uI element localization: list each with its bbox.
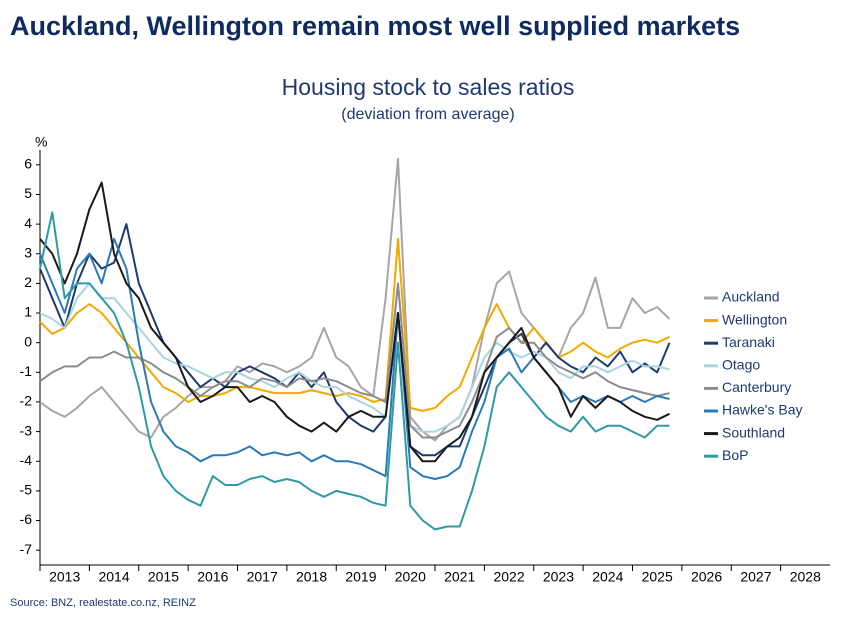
y-tick-label: 4 <box>24 215 32 231</box>
headline: Auckland, Wellington remain most well su… <box>10 11 740 41</box>
y-tick-label: 3 <box>24 244 32 260</box>
chart-subtitle: (deviation from average) <box>341 106 514 123</box>
legend-label: Otago <box>722 357 760 373</box>
source: Source: BNZ, realestate.co.nz, REINZ <box>10 597 196 609</box>
y-unit: % <box>35 134 47 150</box>
y-tick-label: -3 <box>20 422 33 438</box>
x-tick-label: 2022 <box>493 569 524 585</box>
x-tick-label: 2024 <box>592 569 623 585</box>
x-tick-label: 2025 <box>642 569 673 585</box>
y-tick-label: 2 <box>24 274 32 290</box>
y-tick-label: -7 <box>20 541 33 557</box>
legend-label: BoP <box>722 447 748 463</box>
y-tick-label: 6 <box>24 156 32 172</box>
series-line <box>39 211 670 531</box>
series-line <box>39 181 670 463</box>
y-tick-label: 5 <box>24 185 32 201</box>
y-tick-label: -2 <box>20 393 33 409</box>
x-tick-label: 2021 <box>444 569 475 585</box>
x-tick-label: 2027 <box>740 569 771 585</box>
legend-label: Taranaki <box>722 334 775 350</box>
series-line <box>39 282 670 433</box>
x-tick-label: 2023 <box>543 569 574 585</box>
legend-label: Wellington <box>722 311 787 327</box>
x-tick-label: 2018 <box>296 569 327 585</box>
series-line <box>39 237 670 480</box>
legend-label: Hawke's Bay <box>722 402 802 418</box>
series-line <box>39 223 671 457</box>
y-tick-label: -1 <box>20 363 33 379</box>
legend-label: Canterbury <box>722 379 791 395</box>
series-line <box>39 157 671 442</box>
legend-label: Auckland <box>722 289 780 305</box>
y-tick-label: -5 <box>20 482 33 498</box>
y-tick-label: -6 <box>20 511 33 527</box>
x-tick-label: 2028 <box>790 569 821 585</box>
x-tick-label: 2017 <box>247 569 278 585</box>
x-tick-label: 2013 <box>49 569 80 585</box>
x-tick-label: 2026 <box>691 569 722 585</box>
chart-title: Housing stock to sales ratios <box>282 74 575 100</box>
x-tick-label: 2014 <box>98 569 129 585</box>
x-tick-label: 2016 <box>197 569 228 585</box>
x-tick-label: 2019 <box>345 569 376 585</box>
y-tick-label: -4 <box>20 452 33 468</box>
series-line <box>39 237 670 412</box>
x-tick-label: 2015 <box>148 569 179 585</box>
y-tick-label: 0 <box>24 333 32 349</box>
legend-label: Southland <box>722 424 785 440</box>
x-tick-label: 2020 <box>395 569 426 585</box>
y-tick-label: 1 <box>24 304 32 320</box>
series-line <box>39 282 670 439</box>
